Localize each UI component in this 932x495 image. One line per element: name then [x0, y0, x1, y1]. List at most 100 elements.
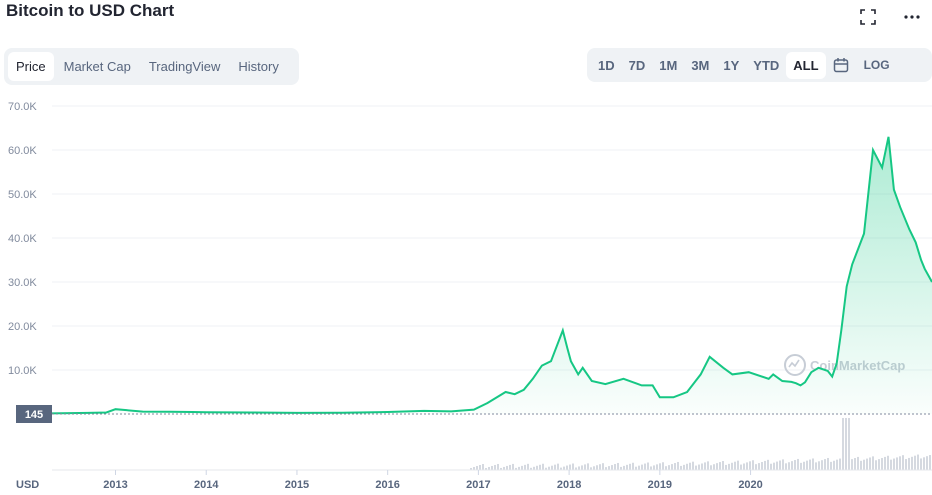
- volume-bar: [698, 464, 700, 470]
- log-scale-button[interactable]: LOG: [863, 58, 890, 72]
- tab-market-cap[interactable]: Market Cap: [63, 59, 131, 74]
- volume-bar: [527, 463, 529, 470]
- volume-bar: [782, 459, 784, 470]
- volume-bar: [908, 457, 910, 470]
- volume-bar: [563, 466, 565, 470]
- volume-bar: [815, 462, 817, 470]
- volume-bar: [911, 456, 913, 470]
- volume-bar: [599, 464, 601, 470]
- volume-bar: [566, 465, 568, 470]
- range-1d[interactable]: 1D: [598, 57, 615, 73]
- volume-bar: [839, 458, 841, 470]
- volume-bar: [626, 464, 628, 470]
- volume-bar: [749, 461, 751, 470]
- volume-bar: [764, 460, 766, 470]
- volume-bar: [548, 466, 550, 470]
- volume-bar: [809, 459, 811, 470]
- range-3m[interactable]: 3M: [691, 57, 710, 73]
- range-7d[interactable]: 7D: [628, 57, 646, 73]
- volume-bar: [683, 464, 685, 470]
- volume-bar: [608, 466, 610, 470]
- volume-bar: [857, 456, 859, 470]
- volume-bar: [797, 458, 799, 470]
- range-1m[interactable]: 1M: [659, 57, 678, 73]
- volume-bar: [710, 465, 712, 470]
- volume-bar: [530, 467, 532, 470]
- volume-bar: [896, 457, 898, 470]
- volume-bar: [869, 457, 871, 470]
- volume-bar: [605, 467, 607, 470]
- volume-bar: [572, 463, 574, 470]
- volume-bar: [740, 464, 742, 470]
- volume-bar: [767, 459, 769, 470]
- volume-bar: [812, 458, 814, 470]
- tab-tradingview[interactable]: TradingView: [148, 59, 221, 74]
- fullscreen-icon[interactable]: [856, 6, 880, 28]
- volume-bar: [497, 463, 499, 470]
- volume-bar: [854, 458, 856, 470]
- x-tick-label: 2016: [375, 479, 399, 491]
- volume-bar: [557, 463, 559, 470]
- volume-bar: [758, 463, 760, 470]
- volume-bar: [662, 462, 664, 470]
- volume-bar: [473, 466, 475, 470]
- volume-bar: [929, 455, 931, 470]
- volume-bar: [722, 460, 724, 470]
- range-1y[interactable]: 1Y: [723, 57, 740, 73]
- calendar-icon[interactable]: [826, 53, 856, 77]
- volume-bar: [635, 466, 637, 470]
- x-tick-label: 2015: [285, 479, 309, 491]
- volume-bar: [518, 466, 520, 470]
- x-tick-label: 2018: [557, 479, 581, 491]
- volume-bar: [905, 459, 907, 470]
- volume-bar: [665, 466, 667, 470]
- volume-bar: [590, 467, 592, 470]
- range-selector: 1D 7D 1M 3M 1Y YTD ALL LOG: [587, 48, 932, 82]
- volume-bar: [539, 464, 541, 470]
- volume-bar: [830, 461, 832, 470]
- volume-bar: [851, 459, 853, 470]
- volume-bar: [524, 464, 526, 470]
- volume-bar: [914, 455, 916, 470]
- volume-bar: [650, 466, 652, 470]
- more-icon[interactable]: [900, 6, 924, 28]
- tab-history[interactable]: History: [238, 59, 279, 74]
- volume-bar: [770, 463, 772, 470]
- x-tick-label: 2013: [103, 479, 127, 491]
- volume-bar: [731, 462, 733, 470]
- y-tick-label: 70.0K: [8, 101, 37, 113]
- range-ytd[interactable]: YTD: [753, 57, 780, 73]
- volume-bar: [638, 465, 640, 470]
- volume-bar: [623, 465, 625, 470]
- volume-bar: [506, 465, 508, 470]
- volume-bar: [686, 463, 688, 470]
- volume-bar: [902, 455, 904, 470]
- volume-bar: [491, 465, 493, 470]
- volume-bar: [893, 458, 895, 470]
- range-all[interactable]: ALL: [786, 51, 826, 79]
- page-title: Bitcoin to USD Chart: [6, 1, 175, 20]
- volume-bar: [482, 463, 484, 470]
- volume-bar: [515, 467, 517, 470]
- volume-bar: [725, 464, 727, 470]
- volume-bar: [737, 460, 739, 470]
- volume-bar: [509, 464, 511, 470]
- volume-bar: [581, 465, 583, 470]
- volume-bar: [689, 462, 691, 470]
- volume-bar: [629, 463, 631, 470]
- volume-bar: [926, 456, 928, 470]
- volume-bar: [920, 458, 922, 470]
- volume-bar: [728, 463, 730, 470]
- volume-bar: [575, 467, 577, 470]
- tab-price[interactable]: Price: [8, 52, 54, 81]
- volume-bar: [713, 464, 715, 470]
- volume-bar: [833, 460, 835, 470]
- volume-bar: [614, 464, 616, 470]
- volume-bar: [923, 457, 925, 470]
- volume-bar: [545, 467, 547, 470]
- volume-bar: [803, 461, 805, 470]
- price-line: [51, 136, 932, 415]
- x-tick-label: 2019: [648, 479, 672, 491]
- volume-bar: [587, 463, 589, 470]
